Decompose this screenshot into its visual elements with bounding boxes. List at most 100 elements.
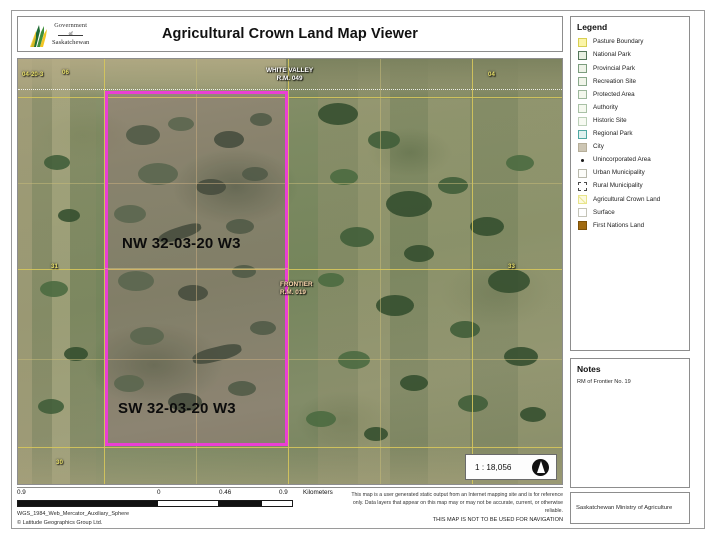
footer-divider [17,487,563,488]
disclaimer-line-2: is for reference only. Data layers that … [352,492,563,506]
copyright-label: © Latitude Geographics Group Ltd. [17,519,103,526]
parcel-divider [105,268,288,269]
legend-swatch-icon [578,103,587,113]
map-scale-box: 1 : 18,056 [465,454,557,480]
disclaimer-line-1: This map is a user generated static outp… [351,492,527,498]
selected-parcel-outline[interactable] [105,91,288,446]
legend-item: First Nations Land [577,219,683,232]
legend-item-label: Regional Park [593,130,633,138]
legend-item-label: Authority [593,103,618,111]
scale-tick-3: 0.9 [279,489,288,496]
legend-swatch-icon [578,221,587,231]
legend-item: Provincial Park [577,62,683,75]
place-label-frontier-line1: FRONTIER [280,281,313,288]
legend-item-label: Recreation Site [593,77,637,85]
legend-item: Surface [577,206,683,219]
legend-item: Authority [577,101,683,114]
place-label-white-valley: WHITE VALLEY R.M. 049 [266,67,313,84]
legend-item-label: City [593,143,604,151]
legend-item: Historic Site [577,115,683,128]
wheat-sheaf-icon [28,22,48,48]
legend-swatch-icon [578,38,587,48]
title-bar: Government of Saskatchewan Agricultural … [17,16,563,52]
logo-line-2: of [52,31,89,38]
grid-label-5: 30 [56,459,63,466]
government-wordmark: Government of Saskatchewan [52,22,89,48]
map-canvas[interactable]: NW 32-03-20 W3 SW 32-03-20 W3 WHITE VALL… [17,58,563,485]
notes-panel: Notes RM of Frontier No. 19 [570,358,690,488]
legend-swatch-icon [578,64,587,74]
legend-item-label: First Nations Land [593,221,645,229]
legend-item: Regional Park [577,128,683,141]
ministry-label: Saskatchewan Ministry of Agriculture [576,505,673,511]
legend-title: Legend [577,22,608,32]
legend-swatch-icon [578,142,587,152]
legend-item-label: Pasture Boundary [593,38,644,46]
legend-item: Recreation Site [577,75,683,88]
notes-title: Notes [577,364,601,374]
map-scale-value: 1 : 18,056 [475,462,512,472]
projection-label: WGS_1984_Web_Mercator_Auxiliary_Sphere [17,511,130,517]
legend-item-label: Protected Area [593,90,635,98]
legend-swatch-icon [578,182,587,192]
logo-line-1: Government [54,21,88,29]
place-label-frontier: FRONTIER R.M. 019 [280,281,313,298]
grid-label-1: 06 [62,69,69,76]
scale-bar-graphic [17,500,293,507]
grid-label-3: 31 [51,263,58,270]
legend-item-label: Unincorporated Area [593,156,651,164]
place-label-white-valley-line2: R.M. 049 [276,75,303,83]
disclaimer-text: This map is a user generated static outp… [345,492,563,524]
legend-item-label: National Park [593,51,631,59]
legend-list: Pasture Boundary National Park Provincial … [577,36,683,232]
legend-item-label: Surface [593,208,615,216]
scale-tick-0: 0.9 [17,489,26,496]
disclaimer-line-3: accurate, current, or otherwise reliable… [492,499,563,514]
legend-item: Protected Area [577,88,683,101]
legend-swatch-icon [578,116,587,126]
scale-bar-labels: 0.9 0 0.46 0.9 Kilometers [17,489,337,499]
ministry-panel: Saskatchewan Ministry of Agriculture [570,492,690,524]
parcel-label-nw: NW 32-03-20 W3 [122,235,241,252]
legend-item: Urban Municipality [577,167,683,180]
logo-line-3: Saskatchewan [52,39,90,47]
legend-swatch-icon [578,168,587,178]
government-logo: Government of Saskatchewan [28,21,168,49]
scale-units: Kilometers [303,489,333,496]
legend-item: Pasture Boundary [577,36,683,49]
legend-swatch-icon [578,51,587,61]
scale-tick-2: 0.46 [219,489,232,496]
grid-label-2: 04 [488,71,495,78]
legend-swatch-icon [578,129,587,139]
legend-item-label: Historic Site [593,116,627,124]
page-title: Agricultural Crown Land Map Viewer [161,26,419,42]
legend-swatch-icon [578,77,587,87]
legend-item: Agricultural Crown Land [577,193,683,206]
legend-swatch-icon [578,156,587,165]
scale-tick-1: 0 [157,489,161,496]
grid-label-0: 04-20-3 [22,71,44,78]
satellite-imagery: NW 32-03-20 W3 SW 32-03-20 W3 WHITE VALL… [18,59,562,484]
legend-item-label: Provincial Park [593,64,635,72]
place-label-white-valley-line1: WHITE VALLEY [266,67,314,74]
grid-label-4: 33 [508,263,515,270]
legend-panel: Legend Pasture Boundary National Park Prov… [570,16,690,351]
legend-item: Unincorporated Area [577,154,683,167]
section-grid [18,59,562,484]
legend-swatch-icon [578,195,587,205]
legend-item: National Park [577,49,683,62]
legend-item: Rural Municipality [577,180,683,193]
disclaimer-line-4: THIS MAP IS NOT TO BE USED FOR NAVIGATIO… [432,517,563,524]
scale-bar: 0.9 0 0.46 0.9 Kilometers WGS_1984_Web_M… [17,489,337,527]
notes-body: RM of Frontier No. 19 [577,379,631,385]
place-label-frontier-line2: R.M. 019 [280,289,306,297]
legend-item-label: Agricultural Crown Land [593,195,661,203]
parcel-label-sw: SW 32-03-20 W3 [118,400,236,417]
legend-item-label: Urban Municipality [593,169,645,177]
legend-swatch-icon [578,208,587,218]
legend-item-label: Rural Municipality [593,182,643,190]
legend-item: City [577,141,683,154]
legend-swatch-icon [578,90,587,100]
scale-bar-meta: WGS_1984_Web_Mercator_Auxiliary_Sphere ©… [17,510,129,527]
